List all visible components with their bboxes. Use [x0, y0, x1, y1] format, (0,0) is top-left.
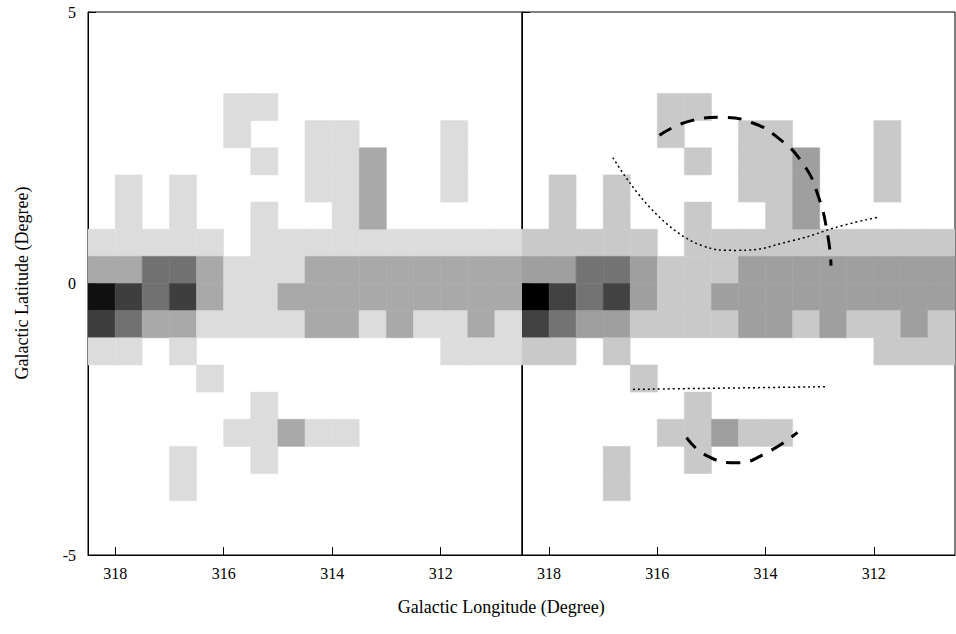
svg-text:316: 316 — [645, 565, 669, 582]
svg-text:312: 312 — [429, 565, 453, 582]
svg-text:312: 312 — [862, 565, 886, 582]
svg-text:5: 5 — [68, 4, 76, 21]
svg-text:Galactic Longitude (Degree): Galactic Longitude (Degree) — [398, 597, 605, 618]
svg-text:0: 0 — [68, 275, 76, 292]
svg-text:318: 318 — [103, 565, 127, 582]
svg-text:-5: -5 — [63, 547, 76, 564]
svg-text:314: 314 — [320, 565, 344, 582]
svg-text:316: 316 — [212, 565, 236, 582]
svg-text:Galactic Latitude (Degree): Galactic Latitude (Degree) — [12, 187, 33, 380]
svg-text:314: 314 — [754, 565, 778, 582]
svg-text:318: 318 — [537, 565, 561, 582]
